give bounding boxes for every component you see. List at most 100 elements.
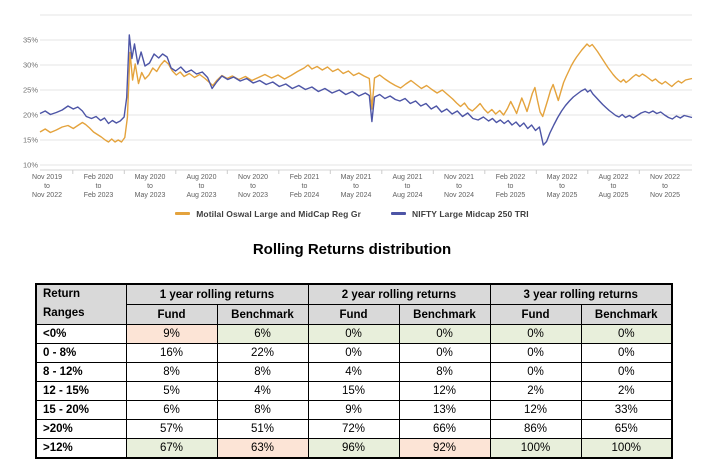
value-cell: 0% — [489, 343, 582, 363]
y-axis-tick-label: 15% — [23, 136, 38, 145]
x-axis-tick-label: Nov 2020 to Nov 2023 — [238, 174, 268, 199]
value-cell: 65% — [580, 419, 673, 439]
section-title: Rolling Returns distribution — [252, 241, 452, 258]
value-cell: 0% — [398, 324, 491, 344]
value-cell: 12% — [398, 381, 491, 401]
x-axis-tick-label: Nov 2019 to Nov 2022 — [32, 174, 62, 199]
value-cell: 8% — [398, 362, 491, 382]
x-axis-tick-label: May 2021 to May 2024 — [341, 174, 372, 199]
value-cell: 15% — [307, 381, 400, 401]
subheader-cell: Benchmark — [580, 304, 673, 325]
value-cell: 0% — [580, 324, 673, 344]
value-cell: 6% — [125, 400, 218, 420]
returns-distribution-table: Return Ranges 1 year rolling returns 2 year… — [35, 283, 673, 459]
table-subheader-row: Fund Benchmark Fund Benchmark Fund Benchmark — [36, 304, 673, 325]
value-cell: 0% — [398, 343, 491, 363]
value-cell: 2% — [580, 381, 673, 401]
subheader-cell: Fund — [307, 304, 400, 325]
rolling-returns-line-chart: 35% 30% 25% 20% 15% 10% Nov 2019 to Nov 2022 Feb … — [23, 14, 693, 199]
value-cell: 9% — [125, 324, 218, 344]
value-cell: 0% — [489, 362, 582, 382]
value-cell: 12% — [489, 400, 582, 420]
value-cell: 0% — [580, 362, 673, 382]
value-cell: 72% — [307, 419, 400, 439]
value-cell: 57% — [125, 419, 218, 439]
value-cell: 9% — [307, 400, 400, 420]
x-axis-tick-label: Aug 2021 to Aug 2024 — [393, 174, 423, 199]
group-header-cell-2: 2 year rolling returns — [307, 283, 491, 305]
y-axis-tick-label: 20% — [23, 111, 38, 120]
x-axis-tick-label: Aug 2022 to Aug 2025 — [599, 174, 629, 199]
y-axis-tick-label: 30% — [23, 61, 38, 70]
value-cell: 8% — [216, 400, 309, 420]
value-cell: 8% — [216, 362, 309, 382]
table-row: 8 - 12% 8% 8% 4% 8% 0% 0% — [35, 362, 673, 382]
subheader-cell: Benchmark — [398, 304, 491, 325]
value-cell: 92% — [398, 438, 491, 459]
group-header-cell-1: 1 year rolling returns — [125, 283, 309, 305]
x-axis-tick-label: May 2022 to May 2025 — [547, 174, 578, 199]
legend-item-motilal-oswal-fund: Motilal Oswal Large and MidCap Reg Gr — [175, 209, 361, 219]
table-header-row: Return Ranges 1 year rolling returns 2 year… — [35, 283, 673, 325]
x-axis-tick-label: Feb 2020 to Feb 2023 — [84, 174, 114, 199]
value-cell: 16% — [125, 343, 218, 363]
table-row: >20% 57% 51% 72% 66% 86% 65% — [35, 419, 673, 439]
value-cell: 4% — [307, 362, 400, 382]
y-axis-tick-label: 10% — [23, 161, 38, 170]
chart-legend: Motilal Oswal Large and MidCap Reg Gr NIF… — [0, 207, 704, 220]
y-axis-tick-label: 25% — [23, 86, 38, 95]
row-label: >20% — [35, 419, 127, 439]
value-cell: 8% — [125, 362, 218, 382]
value-cell: 86% — [489, 419, 582, 439]
legend-item-nifty-large-midcap-250-tri: NIFTY Large Midcap 250 TRI — [391, 209, 529, 219]
value-cell: 2% — [489, 381, 582, 401]
value-cell: 5% — [125, 381, 218, 401]
value-cell: 33% — [580, 400, 673, 420]
row-label: 8 - 12% — [35, 362, 127, 382]
x-axis-tick-label: Nov 2022 to Nov 2025 — [650, 174, 680, 199]
table-row: 12 - 15% 5% 4% 15% 12% 2% 2% — [35, 381, 673, 401]
x-axis-tick-label: May 2020 to May 2023 — [135, 174, 166, 199]
value-cell: 100% — [580, 438, 673, 459]
y-axis-tick-label: 35% — [23, 36, 38, 45]
value-cell: 67% — [125, 438, 218, 459]
value-cell: 22% — [216, 343, 309, 363]
series-line-motilal-oswal-fund — [39, 43, 693, 143]
x-axis-tick-label: Aug 2020 to Aug 2023 — [187, 174, 217, 199]
value-cell: 0% — [580, 343, 673, 363]
subheader-cell: Fund — [489, 304, 582, 325]
subheader-cell: Fund — [125, 304, 218, 325]
table-row: <0% 9% 6% 0% 0% 0% 0% — [35, 324, 673, 344]
table-row: >12% 67% 63% 96% 92% 100% 100% — [35, 438, 673, 459]
corner-header-cell: Return Ranges — [35, 283, 127, 325]
series-line-nifty-large-midcap-250-tri — [39, 34, 693, 146]
subheader-cell: Benchmark — [216, 304, 309, 325]
returns-table-wrap: Return Ranges 1 year rolling returns 2 year… — [35, 283, 704, 459]
value-cell: 63% — [216, 438, 309, 459]
legend-label: NIFTY Large Midcap 250 TRI — [412, 208, 529, 219]
value-cell: 96% — [307, 438, 400, 459]
table-row: 0 - 8% 16% 22% 0% 0% 0% 0% — [35, 343, 673, 363]
table-row: 15 - 20% 6% 8% 9% 13% 12% 33% — [35, 400, 673, 420]
x-axis-tick-label: Feb 2021 to Feb 2024 — [290, 174, 320, 199]
row-label: 0 - 8% — [35, 343, 127, 363]
x-axis-tick-label: Feb 2022 to Feb 2025 — [496, 174, 526, 199]
value-cell: 6% — [216, 324, 309, 344]
x-axis-tick-label: Nov 2021 to Nov 2024 — [444, 174, 474, 199]
value-cell: 0% — [307, 324, 400, 344]
row-label: 15 - 20% — [35, 400, 127, 420]
legend-swatch-icon — [391, 212, 406, 215]
value-cell: 0% — [307, 343, 400, 363]
value-cell: 51% — [216, 419, 309, 439]
value-cell: 66% — [398, 419, 491, 439]
legend-swatch-icon — [175, 212, 191, 215]
row-label: 12 - 15% — [35, 381, 127, 401]
row-label: <0% — [35, 324, 127, 344]
value-cell: 100% — [489, 438, 582, 459]
value-cell: 4% — [216, 381, 309, 401]
legend-label: Motilal Oswal Large and MidCap Reg Gr — [196, 208, 361, 219]
value-cell: 13% — [398, 400, 491, 420]
row-label: >12% — [35, 438, 127, 459]
value-cell: 0% — [489, 324, 582, 344]
